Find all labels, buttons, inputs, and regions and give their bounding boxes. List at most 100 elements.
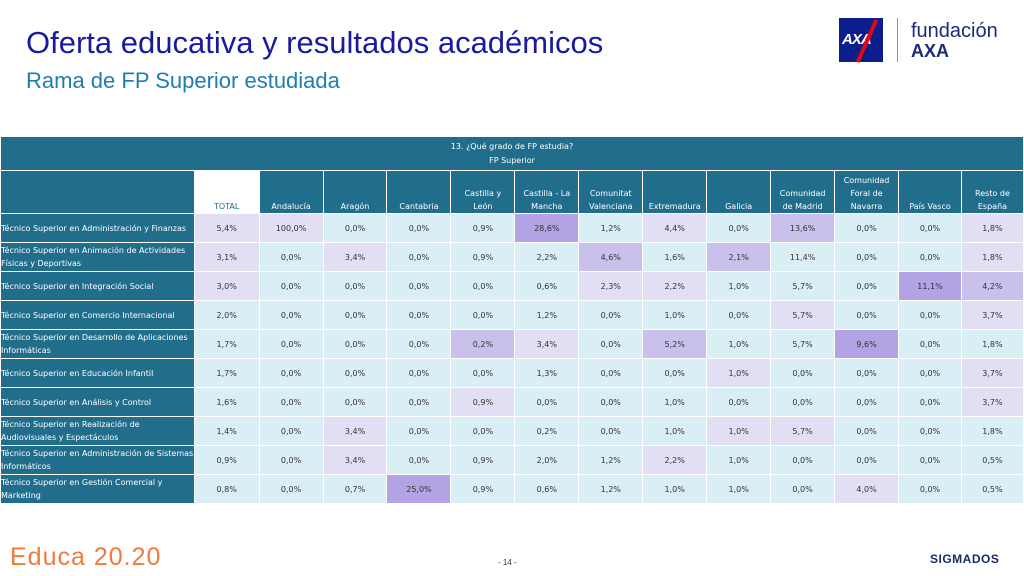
table-row: Técnico Superior en Administración y Fin… <box>0 213 1024 243</box>
row-label: Técnico Superior en Desarrollo de Aplica… <box>0 329 195 359</box>
column-header-line: de Madrid <box>782 202 823 211</box>
table-cell: 0,0% <box>642 358 708 388</box>
column-header-line: País Vasco <box>909 202 951 211</box>
table-row: Técnico Superior en Desarrollo de Aplica… <box>0 329 1024 359</box>
results-table: 13. ¿Qué grado de FP estudia? FP Superio… <box>0 136 1024 504</box>
table-cell: 0,0% <box>258 416 324 446</box>
table-cell: 0,0% <box>834 242 900 272</box>
row-label: Técnico Superior en Educación Infantil <box>0 358 195 388</box>
table-cell: 2,2% <box>642 271 708 301</box>
column-header: Andalucía <box>258 170 324 214</box>
column-header-line: España <box>977 202 1008 211</box>
table-cell: 1,0% <box>706 416 772 446</box>
table-cell: 0,0% <box>450 300 516 330</box>
table-row: Técnico Superior en Integración Social 3,… <box>0 271 1024 301</box>
table-row: Técnico Superior en Comercio Internacion… <box>0 300 1024 330</box>
table-cell: 0,0% <box>258 242 324 272</box>
table-cell: 0,0% <box>450 358 516 388</box>
table-cell: 1,0% <box>706 445 772 475</box>
column-header: Aragón <box>322 170 388 214</box>
table-cell: 0,0% <box>770 445 836 475</box>
column-header: Comunidad de Madrid <box>770 170 836 214</box>
table-cell: 0,8% <box>193 474 260 504</box>
table-cell: 0,0% <box>258 329 324 359</box>
table-cell: 3,4% <box>322 242 388 272</box>
column-header: Extremadura <box>642 170 708 214</box>
table-cell: 5,4% <box>193 213 260 243</box>
column-header-line: Castilla y <box>464 189 502 198</box>
table-cell: 5,7% <box>770 300 836 330</box>
page-title: Oferta educativa y resultados académicos <box>26 25 604 60</box>
table-cell: 3,7% <box>960 358 1024 388</box>
table-cell: 1,2% <box>514 300 580 330</box>
column-header-line: Galicia <box>725 202 753 211</box>
row-label: Técnico Superior en Gestión Comercial y … <box>0 474 195 504</box>
header-corner <box>0 170 195 214</box>
column-header-line: Valenciana <box>589 202 633 211</box>
table-cell: 0,0% <box>898 445 962 475</box>
table-cell: 1,2% <box>578 213 644 243</box>
table-row: Técnico Superior en Análisis y Control 1,… <box>0 387 1024 417</box>
axa-logo-icon: AXA <box>839 18 883 63</box>
table-cell: 100,0% <box>258 213 324 243</box>
table-cell: 0,0% <box>386 387 452 417</box>
column-header-line: Resto de <box>975 189 1010 198</box>
column-header-line: Mancha <box>531 202 563 211</box>
table-cell: 1,0% <box>706 474 772 504</box>
table-cell: 0,0% <box>706 300 772 330</box>
table-cell: 4,6% <box>578 242 644 272</box>
table-cell: 0,9% <box>450 474 516 504</box>
table-cell: 1,8% <box>960 242 1024 272</box>
question-header: 13. ¿Qué grado de FP estudia? FP Superio… <box>0 136 1024 171</box>
table-cell: 0,9% <box>450 387 516 417</box>
table-cell: 0,0% <box>898 300 962 330</box>
table-cell: 0,0% <box>258 445 324 475</box>
row-label: Técnico Superior en Análisis y Control <box>0 387 195 417</box>
table-cell: 0,0% <box>386 213 452 243</box>
column-header-line: Aragón <box>340 202 370 211</box>
table-cell: 0,0% <box>770 387 836 417</box>
table-cell: 0,0% <box>578 329 644 359</box>
table-cell: 0,0% <box>898 474 962 504</box>
table-cell: 5,7% <box>770 329 836 359</box>
table-cell: 0,0% <box>258 474 324 504</box>
table-cell: 11,1% <box>898 271 962 301</box>
logo-divider <box>897 18 898 62</box>
table-cell: 1,0% <box>642 474 708 504</box>
table-cell: 0,0% <box>322 358 388 388</box>
table-cell: 3,4% <box>514 329 580 359</box>
table-cell: 11,4% <box>770 242 836 272</box>
table-cell: 0,0% <box>386 358 452 388</box>
table-cell: 0,0% <box>386 445 452 475</box>
row-label: Técnico Superior en Animación de Activid… <box>0 242 195 272</box>
table-cell: 4,4% <box>642 213 708 243</box>
table-cell: 0,0% <box>258 387 324 417</box>
column-header-line: Navarra <box>850 202 883 211</box>
table-row: Técnico Superior en Animación de Activid… <box>0 242 1024 272</box>
table-cell: 1,8% <box>960 213 1024 243</box>
table-cell: 0,7% <box>322 474 388 504</box>
table-cell: 0,0% <box>386 300 452 330</box>
table-cell: 2,1% <box>706 242 772 272</box>
table-cell: 0,9% <box>193 445 260 475</box>
table-cell: 4,2% <box>960 271 1024 301</box>
table-cell: 1,4% <box>193 416 260 446</box>
table-cell: 0,0% <box>706 213 772 243</box>
page-subtitle: Rama de FP Superior estudiada <box>26 68 340 93</box>
table-cell: 0,0% <box>578 358 644 388</box>
column-header-row: TOTAL Andalucía Aragón Cantabria Castilla y L… <box>0 170 1024 214</box>
table-row: Técnico Superior en Gestión Comercial y … <box>0 474 1024 504</box>
column-header-line: Andalucía <box>271 202 311 211</box>
table-cell: 0,9% <box>450 445 516 475</box>
table-cell: 0,5% <box>960 474 1024 504</box>
table-cell: 0,5% <box>960 445 1024 475</box>
page-number: - 14 - <box>498 558 517 567</box>
column-header-line: TOTAL <box>213 202 240 211</box>
table-cell: 28,6% <box>514 213 580 243</box>
table-cell: 0,0% <box>322 271 388 301</box>
table-cell: 1,7% <box>193 329 260 359</box>
row-label: Técnico Superior en Administración de Si… <box>0 445 195 475</box>
table-cell: 1,8% <box>960 416 1024 446</box>
table-cell: 1,3% <box>514 358 580 388</box>
column-header-line: Comunidad <box>843 176 890 185</box>
